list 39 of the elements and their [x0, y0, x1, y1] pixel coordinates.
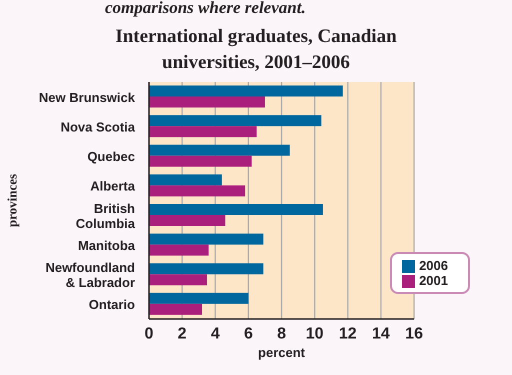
bar [149, 304, 202, 315]
y-axis-title: provinces [4, 174, 20, 228]
bar [149, 174, 222, 186]
x-tick-label: 8 [277, 325, 286, 342]
legend-label: 2006 [419, 258, 448, 273]
bar [149, 115, 322, 126]
text: comparisons where relevant. [105, 0, 306, 18]
bar [149, 156, 252, 167]
x-tick-label: 6 [244, 325, 253, 342]
x-tick-label: 0 [144, 325, 154, 342]
bar [149, 215, 226, 226]
bar [149, 234, 264, 245]
chart-title: International graduates, Canadian universities, 2001–2006 [114, 25, 398, 75]
bar [149, 292, 248, 304]
y-tick-label: Nova Scotia [60, 118, 136, 134]
y-tick-label: Ontario [88, 296, 136, 312]
x-tick-label: 12 [338, 325, 357, 342]
bar [149, 263, 264, 274]
y-tick-label: Quebec [87, 148, 135, 164]
y-tick-label: British Columbia [76, 200, 136, 230]
y-tick-label: Manitoba [78, 237, 136, 252]
bar [149, 96, 265, 108]
x-tick-label: 16 [405, 325, 424, 342]
x-tick-label: 2 [178, 325, 187, 342]
bar [149, 274, 207, 286]
legend-label: 2001 [419, 273, 448, 288]
bar [149, 126, 257, 138]
bar [149, 185, 246, 196]
bar [149, 86, 343, 97]
y-tick-label: New Brunswick [38, 89, 136, 104]
x-tick-label: 4 [210, 325, 220, 342]
bar [149, 144, 290, 156]
y-tick-label: Alberta [90, 178, 136, 194]
x-tick-label: 14 [372, 325, 390, 342]
x-tick-label: 10 [306, 325, 324, 342]
bar [149, 204, 323, 216]
bar [149, 244, 209, 256]
x-axis-title: percent [258, 345, 306, 360]
y-tick-label: Newfoundland & Labrador [45, 260, 136, 290]
